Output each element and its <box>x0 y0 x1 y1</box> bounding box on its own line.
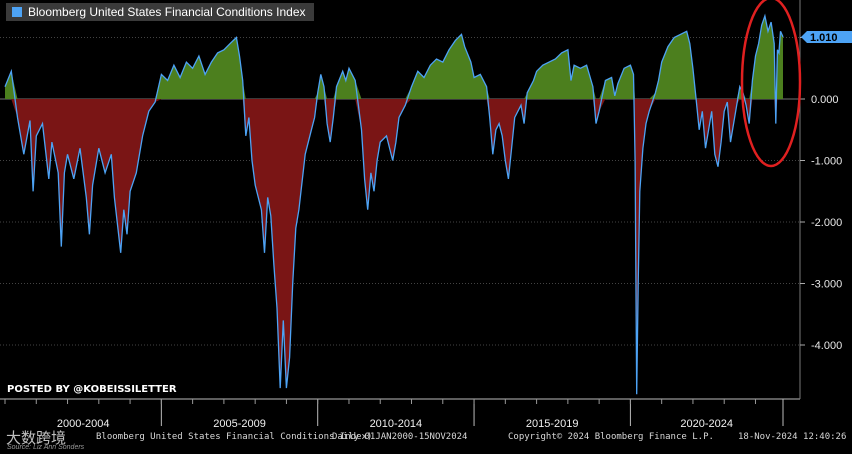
last-value-badge: 1.010 <box>801 31 852 44</box>
negative-area <box>5 99 783 395</box>
y-tick-label: -1.000 <box>811 156 842 168</box>
y-tick-label: -2.000 <box>811 217 842 229</box>
y-tick-label: 0.000 <box>811 94 839 106</box>
footer: Bloomberg United States Financial Condit… <box>0 429 852 447</box>
y-tick-label: -4.000 <box>811 340 842 352</box>
chart-title: Bloomberg United States Financial Condit… <box>28 5 306 19</box>
posted-by-label: POSTED BY @KOBEISSILETTER <box>7 384 177 395</box>
y-axis-ticks: 0.000 -1.000 -2.000 -3.000 -4.000 <box>800 37 842 352</box>
x-axis-ticks: 2000-2004 2005-2009 2010-2014 2015-2019 2020… <box>4 399 784 430</box>
x-tick-label: 2020-2024 <box>680 418 733 430</box>
x-tick-label: 2005-2009 <box>213 418 266 430</box>
watermark-text: 大数跨境 <box>6 429 67 447</box>
footer-timestamp: 18-Nov-2024 12:40:26 <box>738 432 847 442</box>
footer-copyright: Copyright© 2024 Bloomberg Finance L.P. <box>508 432 714 442</box>
source-note: Source: Liz Ann Sonders <box>7 444 85 451</box>
x-tick-label: 2000-2004 <box>57 418 110 430</box>
series-line <box>4 13 784 395</box>
legend: Bloomberg United States Financial Condit… <box>6 3 314 21</box>
y-tick-label: -3.000 <box>811 279 842 291</box>
legend-swatch <box>12 7 22 17</box>
x-tick-label: 2010-2014 <box>370 418 423 430</box>
last-value-label: 1.010 <box>810 32 838 44</box>
area-fills <box>5 15 783 395</box>
highlight-circle <box>740 0 802 168</box>
positive-area <box>5 15 783 100</box>
footer-index-name: Bloomberg United States Financial Condit… <box>96 432 373 442</box>
x-tick-label: 2015-2019 <box>526 418 579 430</box>
footer-range: Daily 01JAN2000-15NOV2024 <box>332 432 468 442</box>
